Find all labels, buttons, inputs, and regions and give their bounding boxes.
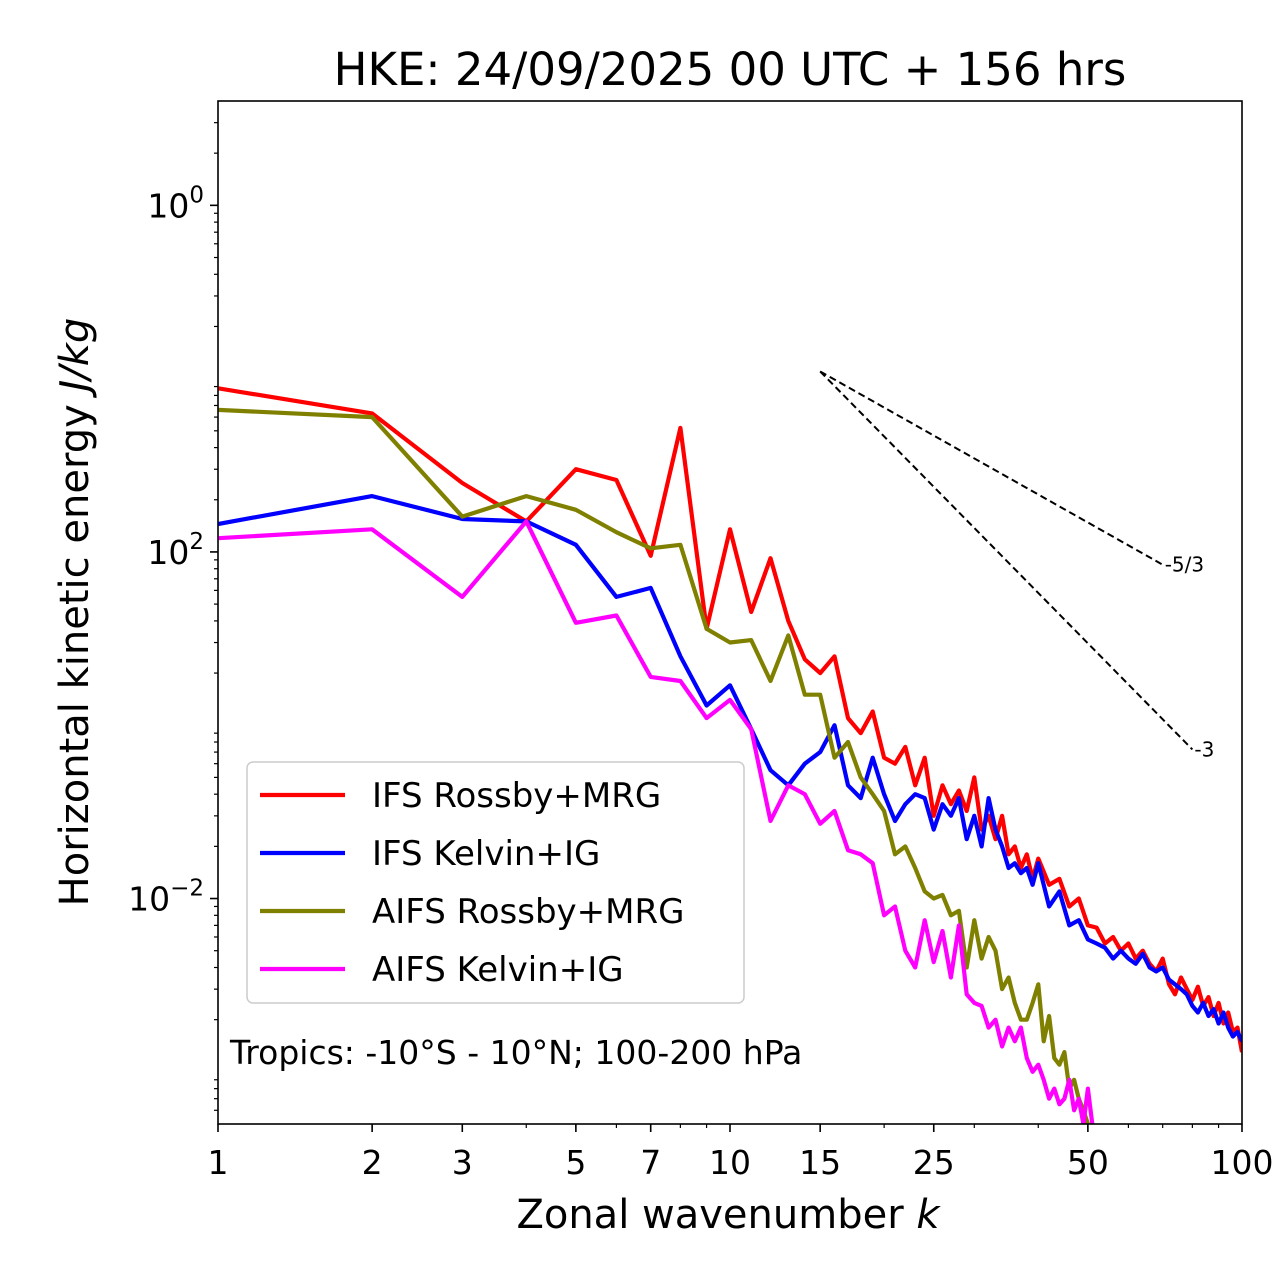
series-line-1	[218, 494, 1242, 1043]
chart-title: HKE: 24/09/2025 00 UTC + 156 hrs	[334, 43, 1127, 96]
legend-label-2: AIFS Rossby+MRG	[372, 892, 684, 932]
plot-area	[218, 370, 1242, 1124]
plot-frame	[217, 100, 1243, 1125]
legend-label-3: AIFS Kelvin+IG	[372, 950, 624, 990]
legend: IFS Rossby+MRG IFS Kelvin+IG AIFS Rossby+M…	[246, 761, 745, 1004]
y-tick-label-0: 102	[147, 529, 204, 572]
major-ticks	[210, 204, 1243, 1132]
series-lines	[218, 386, 1242, 1124]
legend-label-1: IFS Kelvin+IG	[372, 834, 600, 874]
x-tick-label-5: 10	[709, 1143, 751, 1182]
series-line-0	[218, 386, 1242, 1053]
x-tick-label-8: 50	[1067, 1143, 1109, 1182]
slope-labels: -5/3 -3	[1165, 553, 1215, 762]
x-tick-label-7: 25	[913, 1143, 955, 1182]
x-tick-label-2: 3	[452, 1143, 473, 1182]
y-axis-label: Horizontal kinetic energy J/kg	[52, 318, 98, 907]
slope-label-0: -5/3	[1165, 553, 1204, 577]
region-annotation: Tropics: -10°S - 10°N; 100-200 hPa	[229, 1033, 802, 1072]
y-tick-label-1: 100	[147, 182, 204, 225]
x-tick-label-6: 15	[799, 1143, 841, 1182]
x-tick-labels: 1 2 3 5 7 10 15 25 50 100	[208, 1143, 1274, 1182]
x-tick-label-4: 7	[640, 1143, 661, 1182]
y-tick-labels: 102 100 10−2	[128, 182, 204, 918]
slope-label-1: -3	[1194, 737, 1214, 761]
x-tick-label-0: 1	[208, 1143, 229, 1182]
x-axis-label: Zonal wavenumber k	[516, 1192, 941, 1238]
reference-slope-lines	[819, 370, 1194, 751]
x-tick-label-3: 5	[565, 1143, 586, 1182]
x-tick-label-1: 2	[362, 1143, 383, 1182]
x-tick-label-9: 100	[1211, 1143, 1274, 1182]
legend-label-0: IFS Rossby+MRG	[372, 776, 661, 816]
series-line-3	[218, 519, 1095, 1124]
legend-box	[246, 761, 745, 1004]
series-line-2	[218, 407, 1090, 1124]
slope-line-1	[819, 370, 1194, 751]
y-tick-label-2: 10−2	[128, 876, 204, 919]
